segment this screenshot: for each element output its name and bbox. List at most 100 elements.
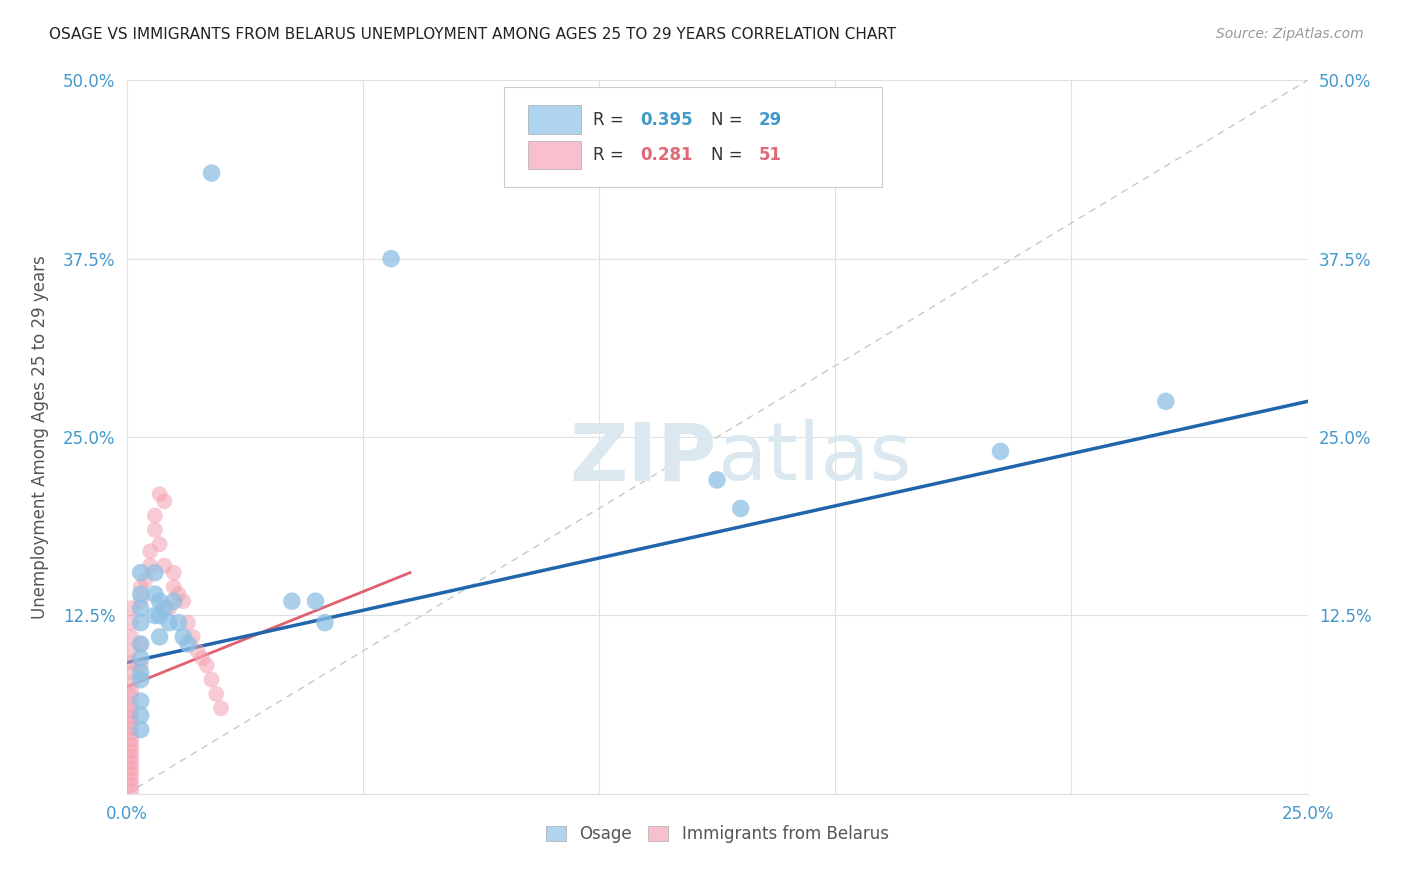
Point — [120, 675, 142, 690]
Point — [990, 444, 1012, 458]
Point — [163, 566, 186, 580]
Text: atlas: atlas — [717, 419, 911, 498]
Point — [163, 580, 186, 594]
Point — [205, 687, 228, 701]
Point — [120, 784, 142, 798]
Point — [120, 710, 142, 724]
Point — [129, 651, 152, 665]
Point — [120, 704, 142, 718]
Point — [139, 558, 162, 573]
Point — [129, 673, 152, 687]
Point — [153, 601, 176, 615]
Point — [143, 608, 166, 623]
Point — [143, 523, 166, 537]
Bar — [529, 105, 581, 134]
Point — [380, 252, 402, 266]
Point — [120, 778, 142, 792]
Point — [120, 715, 142, 730]
Text: R =: R = — [593, 146, 628, 164]
Point — [120, 656, 142, 670]
Point — [157, 601, 180, 615]
Point — [177, 637, 200, 651]
Point — [314, 615, 336, 630]
Point — [1154, 394, 1177, 409]
Point — [120, 772, 142, 787]
Point — [209, 701, 232, 715]
Text: 0.395: 0.395 — [640, 111, 693, 128]
Point — [120, 630, 142, 644]
Legend: Osage, Immigrants from Belarus: Osage, Immigrants from Belarus — [538, 819, 896, 850]
Text: N =: N = — [711, 111, 748, 128]
Text: R =: R = — [593, 111, 628, 128]
Point — [195, 658, 218, 673]
Point — [149, 594, 172, 608]
Point — [149, 630, 172, 644]
Point — [172, 630, 194, 644]
Point — [186, 644, 208, 658]
Point — [120, 601, 142, 615]
Point — [129, 637, 152, 651]
Point — [129, 723, 152, 737]
Point — [129, 580, 152, 594]
Point — [129, 601, 152, 615]
Text: Source: ZipAtlas.com: Source: ZipAtlas.com — [1216, 27, 1364, 41]
Point — [172, 594, 194, 608]
Point — [120, 665, 142, 680]
Point — [706, 473, 728, 487]
Point — [120, 615, 142, 630]
Point — [129, 694, 152, 708]
Point — [129, 615, 152, 630]
Point — [730, 501, 752, 516]
Point — [200, 166, 222, 180]
Bar — [529, 141, 581, 169]
Point — [177, 615, 200, 630]
Point — [281, 594, 304, 608]
Point — [181, 630, 204, 644]
Point — [191, 651, 214, 665]
Point — [120, 749, 142, 764]
Text: 0.281: 0.281 — [640, 146, 693, 164]
Text: N =: N = — [711, 146, 748, 164]
Point — [120, 684, 142, 698]
Point — [129, 587, 152, 601]
Point — [129, 594, 152, 608]
Point — [120, 767, 142, 781]
Text: ZIP: ZIP — [569, 419, 717, 498]
Point — [129, 637, 152, 651]
Point — [304, 594, 326, 608]
Point — [120, 756, 142, 770]
FancyBboxPatch shape — [505, 87, 883, 187]
Point — [129, 566, 152, 580]
Point — [129, 708, 152, 723]
Point — [149, 487, 172, 501]
Point — [120, 744, 142, 758]
Point — [129, 658, 152, 673]
Point — [134, 573, 156, 587]
Point — [120, 721, 142, 735]
Text: OSAGE VS IMMIGRANTS FROM BELARUS UNEMPLOYMENT AMONG AGES 25 TO 29 YEARS CORRELAT: OSAGE VS IMMIGRANTS FROM BELARUS UNEMPLO… — [49, 27, 897, 42]
Point — [120, 727, 142, 741]
Text: 29: 29 — [758, 111, 782, 128]
Point — [149, 608, 172, 623]
Point — [167, 587, 190, 601]
Point — [120, 690, 142, 704]
Point — [143, 566, 166, 580]
Y-axis label: Unemployment Among Ages 25 to 29 years: Unemployment Among Ages 25 to 29 years — [31, 255, 49, 619]
Point — [120, 644, 142, 658]
Point — [157, 615, 180, 630]
Point — [200, 673, 222, 687]
Point — [163, 594, 186, 608]
Point — [167, 615, 190, 630]
Point — [149, 537, 172, 551]
Point — [120, 732, 142, 747]
Text: 51: 51 — [758, 146, 782, 164]
Point — [120, 698, 142, 713]
Point — [143, 508, 166, 523]
Point — [120, 761, 142, 775]
Point — [153, 494, 176, 508]
Point — [129, 665, 152, 680]
Point — [153, 558, 176, 573]
Point — [120, 739, 142, 753]
Point — [143, 587, 166, 601]
Point — [139, 544, 162, 558]
